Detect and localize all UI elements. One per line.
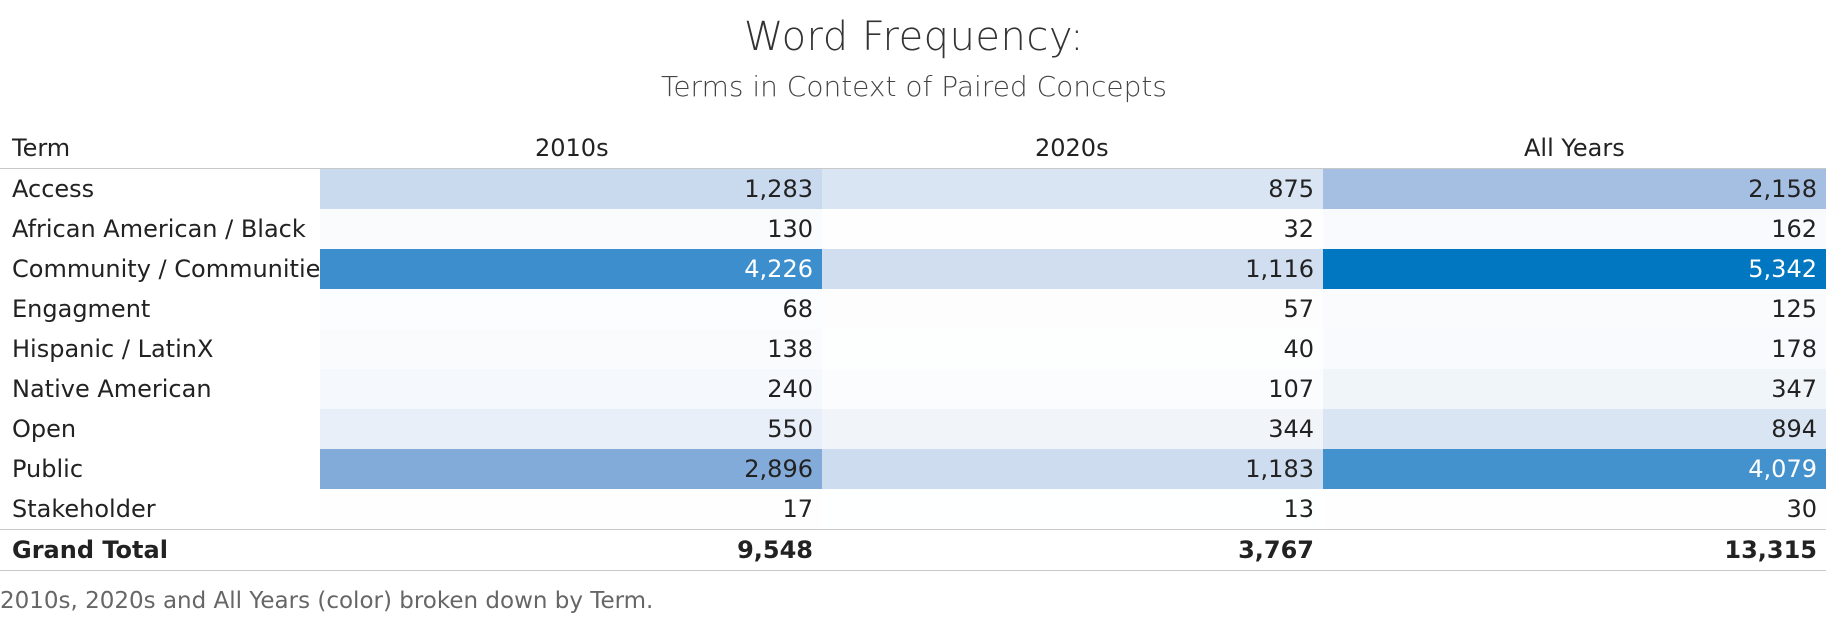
table-row: Hispanic / LatinX 138 40 178 bbox=[0, 329, 1826, 369]
table-row: Access 1,283 875 2,158 bbox=[0, 169, 1826, 209]
value-cell-2010s[interactable]: 68 bbox=[320, 289, 822, 329]
value-cell-2010s[interactable]: 130 bbox=[320, 209, 822, 249]
value-cell-2020s[interactable]: 1,116 bbox=[822, 249, 1323, 289]
value-cell-2010s[interactable]: 240 bbox=[320, 369, 822, 409]
value-cell-2010s[interactable]: 2,896 bbox=[320, 449, 822, 489]
value-cell-all-years[interactable]: 162 bbox=[1323, 209, 1826, 249]
value-cell-all-years[interactable]: 2,158 bbox=[1323, 169, 1826, 209]
chart-subtitle: Terms in Context of Paired Concepts bbox=[660, 70, 1167, 103]
value-cell-2020s[interactable]: 875 bbox=[822, 169, 1323, 209]
value-cell-2010s[interactable]: 550 bbox=[320, 409, 822, 449]
grand-total-label: Grand Total bbox=[12, 536, 168, 564]
term-label[interactable]: Open bbox=[12, 415, 77, 443]
term-label[interactable]: Community / Communities bbox=[12, 255, 333, 283]
table-row: Public 2,896 1,183 4,079 bbox=[0, 449, 1826, 489]
value-cell-2010s[interactable]: 17 bbox=[320, 489, 822, 529]
chart-title: Word Frequency: bbox=[743, 14, 1085, 60]
total-cell-all-years: 13,315 bbox=[1724, 536, 1817, 564]
term-label[interactable]: African American / Black bbox=[12, 215, 306, 243]
table-header: Term 2010s 2020s All Years bbox=[0, 128, 1826, 169]
term-label[interactable]: Stakeholder bbox=[12, 495, 156, 523]
term-label[interactable]: Native American bbox=[12, 375, 212, 403]
value-cell-2020s[interactable]: 107 bbox=[822, 369, 1323, 409]
table-row: African American / Black 130 32 162 bbox=[0, 209, 1826, 249]
table-body: Access 1,283 875 2,158 African American / Bl… bbox=[0, 169, 1826, 571]
value-cell-2020s[interactable]: 57 bbox=[822, 289, 1323, 329]
table-row: Community / Communities 4,226 1,116 5,342 bbox=[0, 249, 1826, 289]
column-header-2020s[interactable]: 2020s bbox=[1035, 134, 1109, 162]
value-cell-all-years[interactable]: 894 bbox=[1323, 409, 1826, 449]
value-cell-all-years[interactable]: 347 bbox=[1323, 369, 1826, 409]
value-cell-all-years[interactable]: 125 bbox=[1323, 289, 1826, 329]
column-header-term[interactable]: Term bbox=[12, 134, 71, 162]
value-cell-all-years[interactable]: 4,079 bbox=[1323, 449, 1826, 489]
column-header-all-years[interactable]: All Years bbox=[1524, 134, 1625, 162]
value-cell-all-years[interactable]: 5,342 bbox=[1323, 249, 1826, 289]
value-cell-2020s[interactable]: 1,183 bbox=[822, 449, 1323, 489]
term-label[interactable]: Access bbox=[12, 175, 95, 203]
term-label[interactable]: Engagment bbox=[12, 295, 151, 323]
value-cell-all-years[interactable]: 178 bbox=[1323, 329, 1826, 369]
value-cell-2020s[interactable]: 344 bbox=[822, 409, 1323, 449]
table-row: Stakeholder 17 13 30 bbox=[0, 489, 1826, 529]
term-label[interactable]: Hispanic / LatinX bbox=[12, 335, 214, 363]
grand-total-row: Grand Total 9,548 3,767 13,315 bbox=[0, 529, 1826, 571]
value-cell-2020s[interactable]: 40 bbox=[822, 329, 1323, 369]
table-row: Native American 240 107 347 bbox=[0, 369, 1826, 409]
value-cell-all-years[interactable]: 30 bbox=[1323, 489, 1826, 529]
value-cell-2020s[interactable]: 32 bbox=[822, 209, 1323, 249]
chart-caption: 2010s, 2020s and All Years (color) broke… bbox=[0, 588, 654, 614]
value-cell-2010s[interactable]: 4,226 bbox=[320, 249, 822, 289]
frequency-table: Term 2010s 2020s All Years Access 1,283 87… bbox=[0, 128, 1826, 571]
table-row: Engagment 68 57 125 bbox=[0, 289, 1826, 329]
column-header-2010s[interactable]: 2010s bbox=[535, 134, 609, 162]
value-cell-2020s[interactable]: 13 bbox=[822, 489, 1323, 529]
term-label[interactable]: Public bbox=[12, 455, 84, 483]
table-row: Open 550 344 894 bbox=[0, 409, 1826, 449]
value-cell-2010s[interactable]: 138 bbox=[320, 329, 822, 369]
total-cell-2010s: 9,548 bbox=[737, 536, 813, 564]
total-cell-2020s: 3,767 bbox=[1238, 536, 1314, 564]
value-cell-2010s[interactable]: 1,283 bbox=[320, 169, 822, 209]
